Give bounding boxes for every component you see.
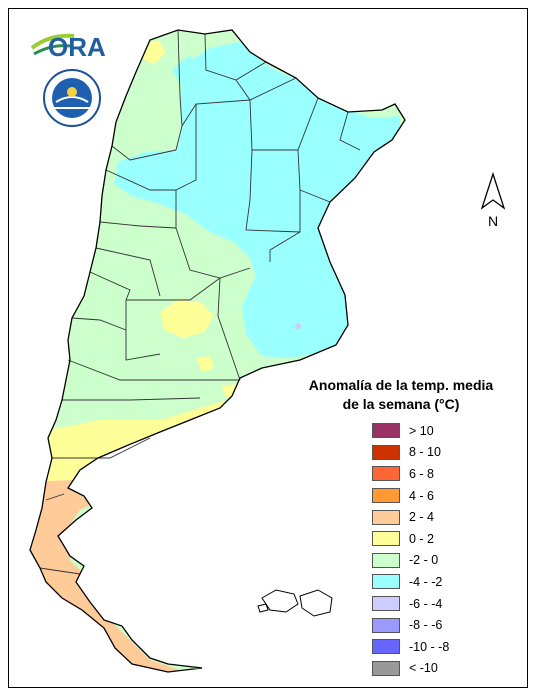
north-arrow: N [478, 171, 508, 235]
legend-label: > 10 [409, 423, 434, 438]
legend-swatch [372, 552, 400, 568]
legend-label: 4 - 6 [409, 488, 435, 503]
legend-label: 8 - 10 [409, 445, 441, 460]
legend-swatch [372, 444, 400, 460]
legend-item: > 10 [372, 420, 449, 442]
legend-label: 6 - 8 [409, 466, 435, 481]
legend-item: -6 - -4 [372, 593, 449, 615]
legend-swatch [372, 509, 400, 525]
legend-label: -6 - -4 [409, 596, 443, 611]
legend-item: < -10 [372, 658, 449, 680]
legend-item: 0 - 2 [372, 528, 449, 550]
legend-swatch [372, 617, 400, 633]
legend-swatch [372, 639, 400, 655]
province-borders [39, 29, 361, 575]
legend-label: 2 - 4 [409, 510, 435, 525]
legend-item: -10 - -8 [372, 636, 449, 658]
ora-logo: ORA [30, 28, 110, 69]
legend-item: -2 - 0 [372, 550, 449, 572]
legend-title-line2: de la semana (°C) [342, 396, 460, 412]
legend-swatch [372, 596, 400, 612]
legend-title-line1: Anomalía de la temp. media [308, 377, 494, 393]
legend-item: 6 - 8 [372, 463, 449, 485]
legend-label: -10 - -8 [409, 639, 450, 654]
smn-logo [42, 68, 102, 133]
map-frame [8, 8, 528, 688]
north-label: N [488, 213, 498, 229]
legend-swatch [372, 531, 400, 547]
legend-swatch [372, 574, 400, 590]
ora-logo-text: ORA [48, 32, 106, 62]
legend-swatch [372, 466, 400, 482]
legend-item: 2 - 4 [372, 506, 449, 528]
legend-label: -8 - -6 [409, 618, 443, 633]
legend-items: > 10 8 - 10 6 - 8 4 - 6 2 - 4 0 - 2 -2 - 0 -4 -… [372, 420, 449, 679]
legend-label: < -10 [409, 661, 438, 676]
legend-item: -4 - -2 [372, 571, 449, 593]
legend-swatch [372, 423, 400, 439]
country-outline [29, 29, 406, 673]
legend-label: 0 - 2 [409, 531, 435, 546]
legend-label: -4 - -2 [409, 574, 443, 589]
legend-item: 8 - 10 [372, 442, 449, 464]
legend-swatch [372, 660, 400, 676]
malvinas-islands [257, 589, 333, 617]
legend-item: -8 - -6 [372, 614, 449, 636]
legend-swatch [372, 488, 400, 504]
legend-item: 4 - 6 [372, 485, 449, 507]
legend: Anomalía de la temp. media de la semana … [296, 376, 506, 676]
legend-label: -2 - 0 [409, 553, 439, 568]
